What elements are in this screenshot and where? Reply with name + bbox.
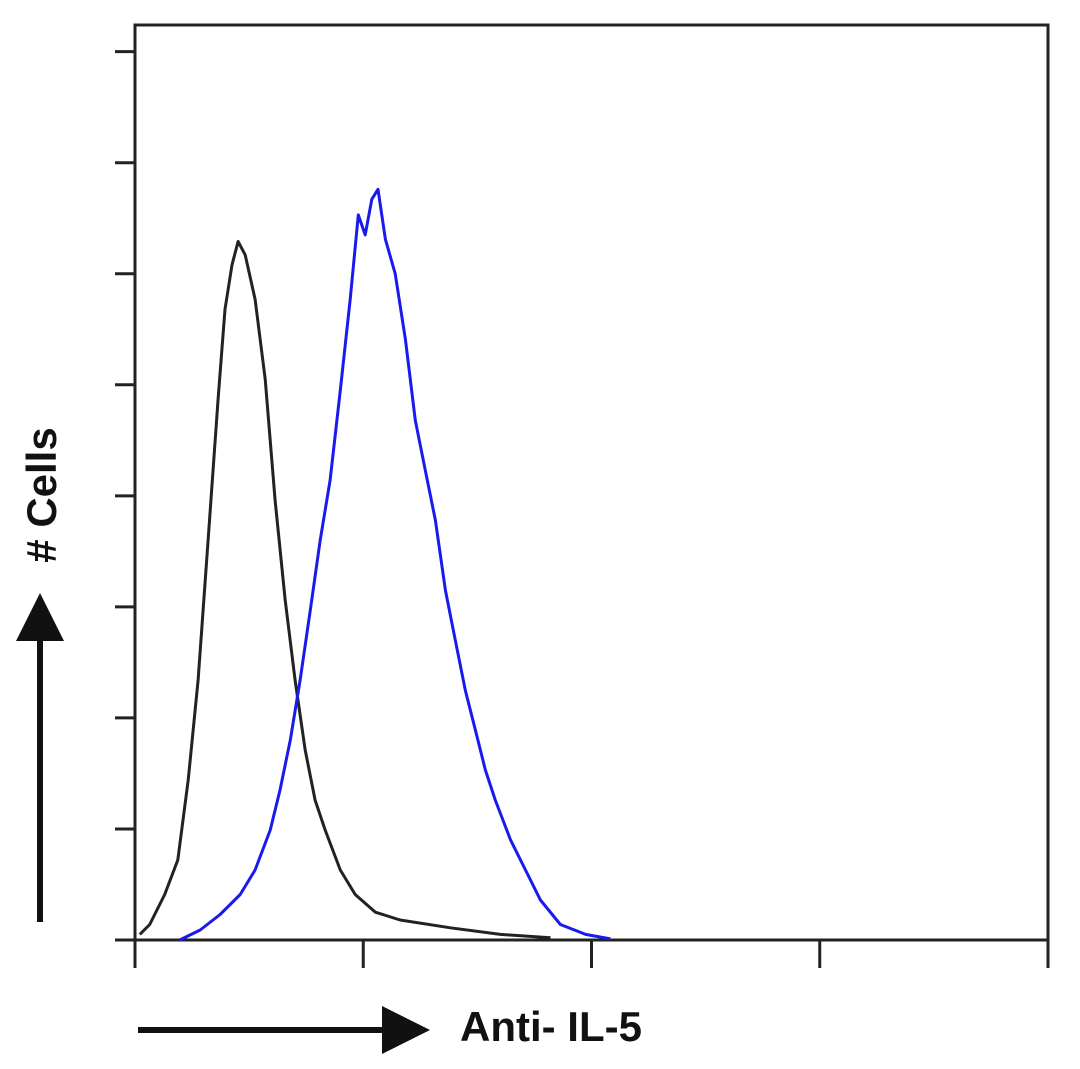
histogram-line — [138, 240, 551, 940]
histogram-line — [179, 187, 611, 942]
y-axis-label: # Cells — [18, 427, 65, 562]
x-axis-label: Anti- IL-5 — [460, 1003, 642, 1050]
plot-frame — [133, 23, 1050, 942]
